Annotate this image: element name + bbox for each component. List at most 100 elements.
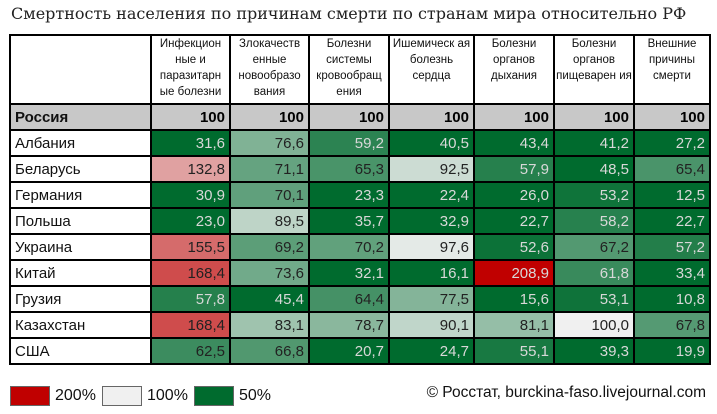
heatmap-cell: 100	[633, 103, 711, 131]
heatmap-cell: 55,1	[473, 337, 555, 365]
column-header: Болезни органов дыхания	[473, 34, 555, 105]
heatmap-cell: 83,1	[229, 311, 310, 339]
heatmap-cell: 33,4	[633, 259, 711, 287]
heatmap-cell: 58,2	[553, 207, 635, 235]
heatmap-cell: 168,4	[150, 311, 231, 339]
heatmap-cell: 19,9	[633, 337, 711, 365]
country-row: Украина 155,5 69,2 70,2 97,6 52,6 67,2 57,2	[9, 233, 711, 261]
heatmap-cell: 15,6	[473, 285, 555, 313]
country-name: Польша	[9, 207, 152, 235]
heatmap-cell: 208,9	[473, 259, 555, 287]
heatmap-cell: 100	[473, 103, 555, 131]
column-header: Болезни системы кровообращ ения	[308, 34, 390, 105]
heatmap-cell: 30,9	[150, 181, 231, 209]
heatmap-cell: 57,8	[150, 285, 231, 313]
heatmap-cell: 92,5	[388, 155, 475, 183]
heatmap-cell: 57,2	[633, 233, 711, 261]
heatmap-cell: 66,8	[229, 337, 310, 365]
legend-swatch-red	[10, 386, 50, 406]
heatmap-cell: 23,0	[150, 207, 231, 235]
heatmap-cell: 53,1	[553, 285, 635, 313]
heatmap-table: Инфекцион ные и паразитарн ые болезни Зло…	[9, 34, 711, 365]
heatmap-cell: 65,4	[633, 155, 711, 183]
heatmap-cell: 97,6	[388, 233, 475, 261]
heatmap-cell: 100	[150, 103, 231, 131]
legend-swatch-green	[194, 386, 234, 406]
heatmap-cell: 70,2	[308, 233, 390, 261]
header-row: Инфекцион ные и паразитарн ые болезни Зло…	[9, 34, 711, 105]
heatmap-cell: 41,2	[553, 129, 635, 157]
heatmap-cell: 43,4	[473, 129, 555, 157]
heatmap-cell: 53,2	[553, 181, 635, 209]
heatmap-cell: 70,1	[229, 181, 310, 209]
heatmap-cell: 57,9	[473, 155, 555, 183]
country-row: Грузия 57,8 45,4 64,4 77,5 15,6 53,1 10,8	[9, 285, 711, 313]
heatmap-cell: 61,8	[553, 259, 635, 287]
country-name: Россия	[9, 103, 152, 131]
column-header: Злокачеств енные новообразо вания	[229, 34, 310, 105]
country-row: США 62,5 66,8 20,7 24,7 55,1 39,3 19,9	[9, 337, 711, 365]
legend-label: 100%	[147, 387, 188, 404]
reference-row: Россия 100 100 100 100 100 100 100	[9, 103, 711, 131]
heatmap-cell: 67,8	[633, 311, 711, 339]
legend-label: 200%	[55, 387, 96, 404]
table-body: Россия 100 100 100 100 100 100 100 Албания 31,6 76…	[9, 103, 711, 365]
heatmap-cell: 89,5	[229, 207, 310, 235]
column-header: Внешние причины смерти	[633, 34, 711, 105]
heatmap-cell: 155,5	[150, 233, 231, 261]
heatmap-cell: 62,5	[150, 337, 231, 365]
country-name: Казахстан	[9, 311, 152, 339]
heatmap-cell: 48,5	[553, 155, 635, 183]
source-credit: © Росстат, burckina-faso.livejournal.com	[426, 384, 706, 401]
heatmap-cell: 71,1	[229, 155, 310, 183]
column-header: Ишемическ ая болезнь сердца	[388, 34, 475, 105]
heatmap-cell: 16,1	[388, 259, 475, 287]
heatmap-cell: 40,5	[388, 129, 475, 157]
heatmap-cell: 100	[229, 103, 310, 131]
heatmap-cell: 100,0	[553, 311, 635, 339]
heatmap-cell: 24,7	[388, 337, 475, 365]
heatmap-cell: 20,7	[308, 337, 390, 365]
legend-item-200: 200%	[10, 386, 96, 406]
heatmap-cell: 26,0	[473, 181, 555, 209]
heatmap-cell: 52,6	[473, 233, 555, 261]
heatmap-cell: 32,1	[308, 259, 390, 287]
heatmap-cell: 45,4	[229, 285, 310, 313]
heatmap-cell: 69,2	[229, 233, 310, 261]
heatmap-cell: 90,1	[388, 311, 475, 339]
country-row: Беларусь 132,8 71,1 65,3 92,5 57,9 48,5 65,4	[9, 155, 711, 183]
heatmap-cell: 65,3	[308, 155, 390, 183]
country-name: Китай	[9, 259, 152, 287]
heatmap-cell: 10,8	[633, 285, 711, 313]
country-name: Грузия	[9, 285, 152, 313]
heatmap-cell: 22,7	[473, 207, 555, 235]
country-row: Германия 30,9 70,1 23,3 22,4 26,0 53,2 12,5	[9, 181, 711, 209]
country-name: Германия	[9, 181, 152, 209]
country-row: Казахстан 168,4 83,1 78,7 90,1 81,1 100,0 67,8	[9, 311, 711, 339]
heatmap-cell: 67,2	[553, 233, 635, 261]
heatmap-cell: 22,4	[388, 181, 475, 209]
heatmap-cell: 73,6	[229, 259, 310, 287]
heatmap-cell: 76,6	[229, 129, 310, 157]
heatmap-cell: 77,5	[388, 285, 475, 313]
legend-item-50: 50%	[194, 386, 271, 406]
column-header: Болезни органов пищеварен ия	[553, 34, 635, 105]
heatmap-cell: 31,6	[150, 129, 231, 157]
country-row: Албания 31,6 76,6 59,2 40,5 43,4 41,2 27,2	[9, 129, 711, 157]
country-name: США	[9, 337, 152, 365]
heatmap-cell: 22,7	[633, 207, 711, 235]
column-header: Инфекцион ные и паразитарн ые болезни	[150, 34, 231, 105]
heatmap-cell: 100	[553, 103, 635, 131]
country-row: Польша 23,0 89,5 35,7 32,9 22,7 58,2 22,7	[9, 207, 711, 235]
heatmap-cell: 35,7	[308, 207, 390, 235]
country-name: Украина	[9, 233, 152, 261]
country-name: Беларусь	[9, 155, 152, 183]
legend-item-100: 100%	[102, 386, 188, 406]
heatmap-cell: 59,2	[308, 129, 390, 157]
header-corner	[9, 34, 152, 105]
heatmap-cell: 23,3	[308, 181, 390, 209]
heatmap-cell: 39,3	[553, 337, 635, 365]
legend-swatch-white	[102, 386, 142, 406]
heatmap-cell: 32,9	[388, 207, 475, 235]
heatmap-cell: 81,1	[473, 311, 555, 339]
